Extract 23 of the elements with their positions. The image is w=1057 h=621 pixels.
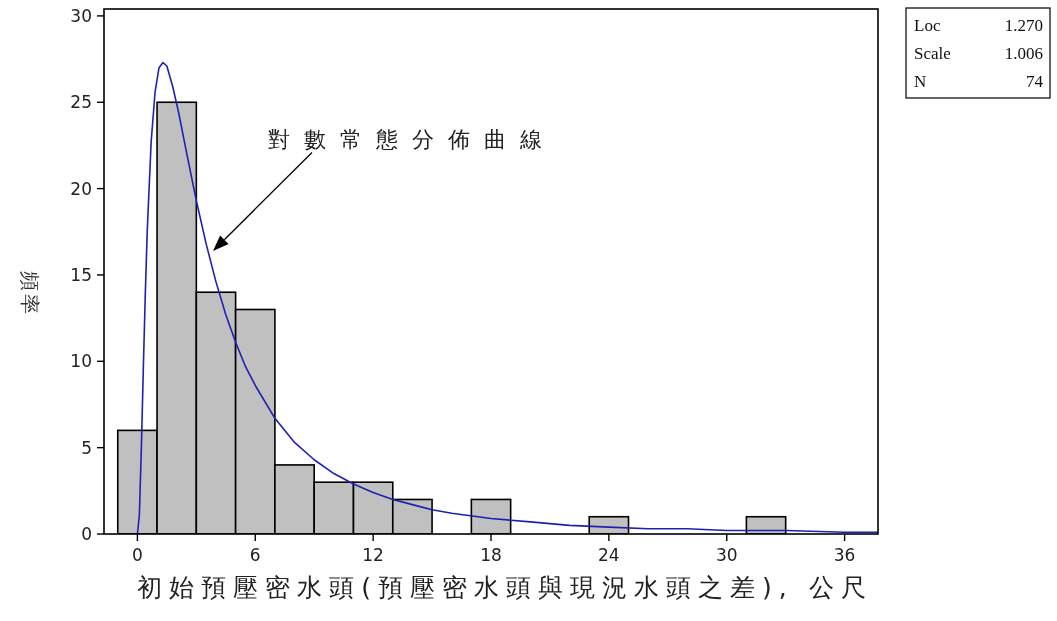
y-tick-label: 10 bbox=[70, 351, 92, 372]
y-tick-label: 0 bbox=[81, 524, 92, 544]
stat-label: N bbox=[914, 71, 927, 91]
y-tick-label: 20 bbox=[70, 178, 92, 199]
x-tick-label: 30 bbox=[715, 545, 738, 565]
y-tick-label: 30 bbox=[70, 5, 92, 26]
y-tick-label: 25 bbox=[70, 92, 92, 113]
x-axis-title: 初始預壓密水頭(預壓密水頭與現況水頭之差), 公尺 bbox=[137, 573, 873, 602]
x-tick-label: 0 bbox=[132, 545, 143, 565]
y-tick-label: 15 bbox=[70, 264, 92, 285]
y-axis-title: 頻率 bbox=[18, 270, 42, 317]
x-tick-label: 12 bbox=[362, 545, 384, 565]
annotation: 對數常態分佈曲線 bbox=[268, 126, 556, 152]
stat-value: 1.270 bbox=[1004, 15, 1043, 35]
stat-value: 1.006 bbox=[1004, 43, 1043, 63]
stat-label: Scale bbox=[914, 43, 951, 63]
x-tick-label: 36 bbox=[833, 545, 856, 565]
stat-label: Loc bbox=[914, 15, 941, 35]
x-tick-label: 24 bbox=[598, 545, 620, 565]
y-tick-label: 5 bbox=[81, 437, 92, 458]
x-tick-label: 18 bbox=[480, 545, 502, 565]
stat-value: 74 bbox=[1026, 71, 1043, 91]
x-tick-label: 6 bbox=[249, 545, 261, 565]
